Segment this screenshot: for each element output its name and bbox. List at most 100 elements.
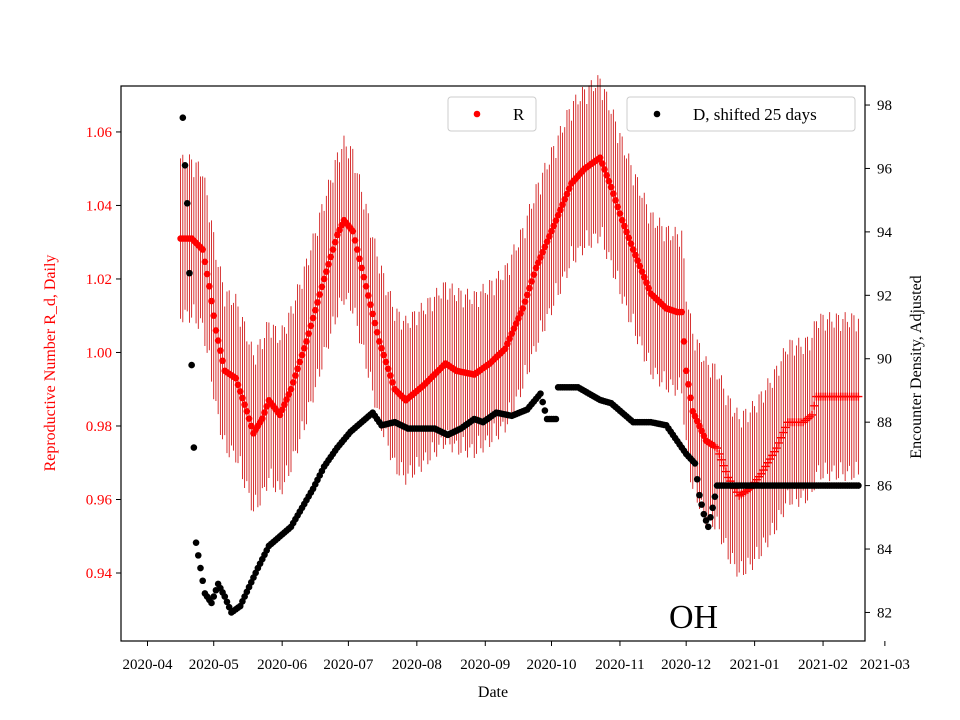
r-point	[285, 391, 293, 398]
r-point	[296, 358, 304, 366]
r-point	[781, 423, 790, 432]
d-point	[541, 407, 549, 414]
r-point	[199, 246, 206, 253]
r-point	[236, 388, 244, 395]
r-point	[634, 257, 641, 264]
x-tick-label: 2021-01	[730, 657, 780, 673]
x-tick-label: 2021-03	[860, 657, 910, 673]
x-axis-label: Date	[478, 684, 508, 701]
right-y-tick-label: 90	[877, 352, 892, 368]
r-point	[506, 335, 513, 342]
x-tick-label: 2020-12	[661, 657, 711, 673]
r-point	[298, 351, 306, 359]
r-point	[561, 196, 569, 203]
legend-r-box	[447, 96, 537, 132]
r-point	[245, 415, 253, 422]
right-y-tick-label: 98	[877, 98, 892, 114]
left-y-axis: 0.94 0.96 0.98 1.00 1.02 1.04 1.06	[86, 125, 121, 582]
d-point	[537, 390, 544, 397]
r-point	[362, 283, 370, 290]
r-point	[777, 433, 786, 442]
d-point	[704, 523, 712, 531]
right-y-tick-label: 82	[877, 605, 892, 621]
r-point	[779, 428, 788, 437]
r-point	[713, 444, 722, 453]
r-point	[208, 297, 215, 305]
right-y-tick-label: 84	[877, 542, 893, 558]
r-point	[387, 372, 394, 379]
left-y-tick-label: 0.98	[86, 419, 112, 435]
r-point	[367, 301, 374, 308]
r-point	[719, 461, 728, 470]
r-point	[283, 396, 290, 403]
left-y-tick-label: 1.04	[86, 198, 113, 214]
d-point	[199, 577, 206, 585]
x-tick-label: 2020-04	[122, 657, 172, 673]
r-point	[360, 273, 368, 281]
d-point	[709, 504, 716, 512]
r-point	[605, 177, 613, 185]
r-point	[563, 190, 571, 198]
r-point	[678, 308, 686, 316]
d-point	[691, 460, 699, 467]
right-y-axis-label: Encounter Density, Adjusted	[908, 275, 925, 458]
r-point	[552, 217, 560, 224]
r-point	[636, 262, 644, 270]
d-point	[186, 269, 193, 277]
x-tick-label: 2020-11	[595, 657, 644, 673]
r-point	[353, 246, 361, 253]
d-point	[181, 161, 189, 169]
r-point	[537, 254, 544, 261]
r-point	[545, 233, 553, 240]
r-point	[364, 292, 372, 299]
r-point	[261, 409, 268, 416]
legend-d-marker	[653, 110, 661, 118]
r-point	[528, 278, 535, 285]
d-point	[188, 361, 195, 369]
d-point	[552, 415, 560, 423]
d-point	[696, 491, 703, 499]
x-tick-label: 2020-05	[189, 657, 239, 673]
r-point	[300, 344, 308, 352]
legend-r-label: R	[513, 105, 525, 124]
d-series	[179, 114, 862, 616]
legend-d: D, shifted 25 days	[626, 96, 856, 132]
r-point	[627, 240, 635, 247]
d-point	[693, 475, 701, 483]
r-point	[510, 325, 518, 332]
r-point	[539, 248, 546, 256]
r-point	[603, 172, 610, 179]
r-point	[318, 283, 326, 291]
r-point	[331, 238, 339, 246]
r-point	[554, 211, 562, 219]
r-point	[206, 283, 213, 290]
r-point	[281, 401, 288, 408]
r-point	[292, 372, 299, 379]
r-point	[287, 385, 295, 393]
r-point	[327, 253, 335, 261]
r-point	[717, 455, 726, 464]
r-point	[358, 264, 365, 272]
r-point	[303, 338, 310, 345]
d-point	[179, 114, 187, 122]
r-point	[616, 210, 624, 217]
r-point	[526, 284, 533, 292]
d-point	[183, 200, 191, 207]
d-point	[711, 493, 719, 501]
r-point	[515, 315, 522, 322]
r-point	[311, 306, 319, 314]
r-point	[559, 201, 566, 208]
x-tick-label: 2020-09	[460, 657, 510, 673]
r-point	[382, 358, 390, 366]
r-point	[329, 246, 337, 253]
r-point	[534, 259, 542, 266]
right-y-tick-label: 96	[877, 161, 893, 177]
r-point	[521, 298, 529, 305]
r-point	[543, 238, 551, 245]
left-y-tick-label: 0.94	[86, 566, 113, 582]
r-point	[629, 246, 637, 253]
r-point	[610, 190, 617, 197]
r-point	[808, 410, 817, 419]
r-point	[612, 197, 619, 204]
r-point	[512, 320, 520, 327]
